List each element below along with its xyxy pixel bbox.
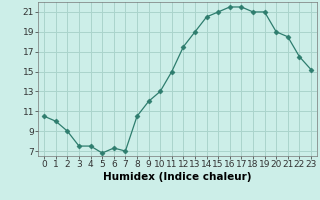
X-axis label: Humidex (Indice chaleur): Humidex (Indice chaleur) (103, 172, 252, 182)
